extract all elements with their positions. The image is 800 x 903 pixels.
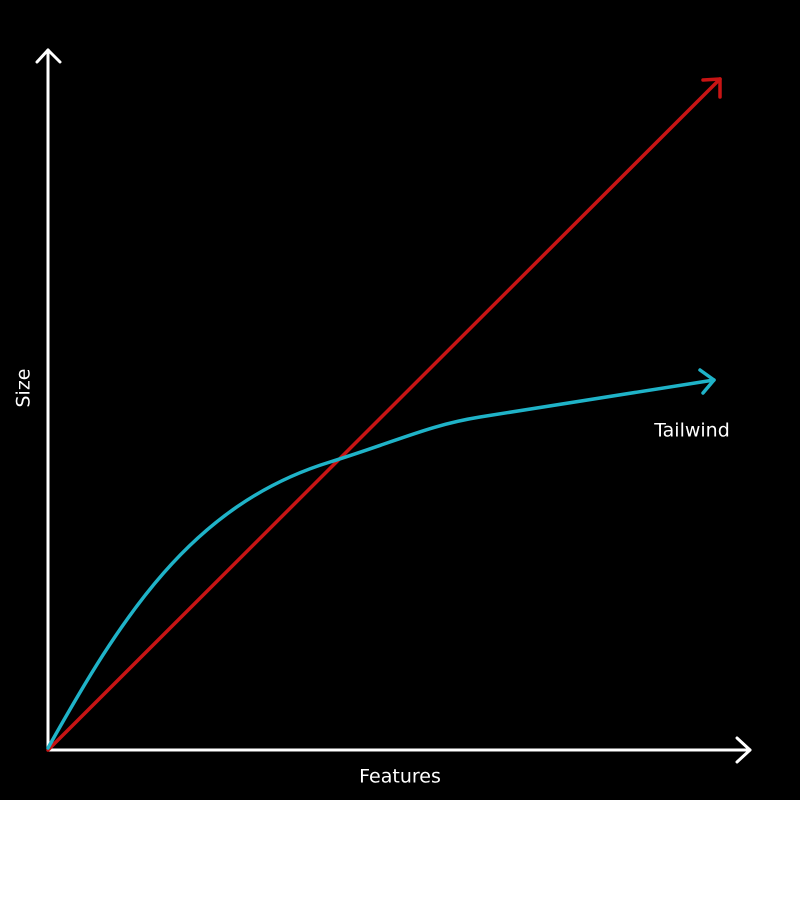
tailwind-curve xyxy=(46,368,716,750)
x-axis xyxy=(46,736,752,764)
y-axis xyxy=(35,48,62,752)
curve-label: Tailwind xyxy=(653,420,730,442)
x-axis-label: Features xyxy=(359,766,441,788)
y-axis-label: Size xyxy=(13,368,35,407)
linear-line xyxy=(46,77,722,752)
